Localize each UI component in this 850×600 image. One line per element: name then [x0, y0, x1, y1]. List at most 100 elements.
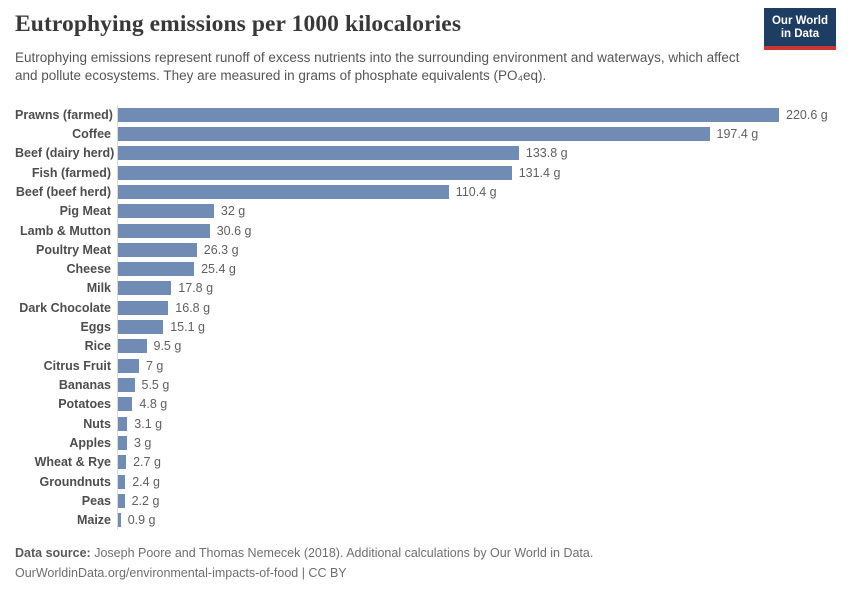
bar-row: Groundnuts 2.4 g — [15, 471, 835, 492]
value-label: 32 g — [220, 204, 246, 219]
chart-title: Eutrophying emissions per 1000 kilocalor… — [15, 11, 462, 37]
bar[interactable] — [118, 455, 127, 470]
value-label: 220.6 g — [786, 107, 828, 122]
bar[interactable] — [118, 126, 710, 141]
value-label: 26.3 g — [203, 242, 239, 257]
bar-row: Pig Meat 32 g — [15, 201, 835, 221]
data-source-label: Data source: — [15, 546, 91, 560]
bar-row: Beef (dairy herd) 133.8 g — [15, 143, 835, 163]
value-label: 17.8 g — [178, 281, 214, 296]
bar-row: Wheat & Rye 2.7 g — [15, 452, 835, 472]
bar[interactable] — [118, 513, 121, 528]
bar[interactable] — [118, 474, 126, 489]
bar-track: 9.5 g — [117, 336, 835, 357]
bar-track: 25.4 g — [117, 259, 835, 279]
bar[interactable] — [118, 223, 210, 238]
bar-chart: Prawns (farmed) 220.6 g Coffee 197.4 g Beef … — [15, 105, 835, 530]
bar[interactable] — [118, 339, 147, 354]
value-label: 0.9 g — [127, 513, 156, 528]
bar-track: 26.3 g — [117, 240, 835, 260]
owid-logo-line1: Our World — [771, 15, 828, 27]
category-label: Dark Chocolate — [19, 300, 111, 315]
owid-logo[interactable]: Our World in Data — [763, 8, 836, 50]
bar-track: 2.2 g — [117, 491, 835, 511]
value-label: 2.4 g — [132, 474, 160, 489]
bar-row: Eggs 15.1 g — [15, 317, 835, 337]
bar-row: Bananas 5.5 g — [15, 375, 835, 395]
license-line: OurWorldinData.org/environmental-impacts… — [15, 566, 347, 580]
category-label: Nuts — [83, 416, 111, 431]
bar-track: 15.1 g — [117, 317, 835, 337]
bar[interactable] — [118, 204, 214, 219]
bar[interactable] — [118, 435, 127, 450]
bar-track: 220.6 g — [117, 105, 835, 125]
bar-row: Nuts 3.1 g — [15, 414, 835, 434]
bar-track: 0.9 g — [117, 510, 835, 530]
bar[interactable] — [118, 378, 135, 393]
bar-track: 2.4 g — [117, 471, 835, 492]
bar[interactable] — [118, 146, 519, 161]
bar[interactable] — [118, 416, 128, 431]
bar-track: 4.8 g — [117, 394, 835, 414]
bar-row: Apples 3 g — [15, 433, 835, 453]
category-label: Beef (beef herd) — [15, 184, 111, 199]
category-label: Coffee — [72, 126, 111, 141]
value-label: 131.4 g — [518, 165, 561, 180]
bar-row: Citrus Fruit 7 g — [15, 356, 835, 376]
bar[interactable] — [118, 262, 195, 277]
value-label: 5.5 g — [141, 378, 170, 393]
bar-row: Coffee 197.4 g — [15, 124, 835, 144]
category-label: Bananas — [58, 378, 111, 393]
chart-footer: Data source: Joseph Poore and Thomas Nem… — [15, 543, 835, 583]
bar-track: 32 g — [117, 201, 835, 221]
category-label: Pig Meat — [59, 204, 111, 219]
bar[interactable] — [118, 165, 512, 180]
value-label: 9.5 g — [153, 339, 182, 354]
bar[interactable] — [118, 397, 133, 412]
bar[interactable] — [118, 242, 197, 257]
value-label: 133.8 g — [525, 146, 568, 161]
bar[interactable] — [118, 300, 169, 315]
bar[interactable] — [118, 281, 172, 296]
category-label: Fish (farmed) — [31, 165, 111, 180]
category-label: Cheese — [66, 262, 111, 277]
bar-row: Cheese 25.4 g — [15, 259, 835, 279]
category-label: Poultry Meat — [35, 242, 111, 257]
bar[interactable] — [118, 493, 125, 508]
value-label: 3 g — [134, 435, 152, 450]
value-label: 110.4 g — [455, 184, 497, 199]
bar-row: Dark Chocolate 16.8 g — [15, 298, 835, 318]
value-label: 25.4 g — [201, 262, 236, 277]
bar[interactable] — [118, 320, 164, 335]
value-label: 2.7 g — [133, 455, 161, 470]
category-label: Groundnuts — [39, 474, 111, 489]
category-label: Milk — [86, 281, 111, 296]
category-label: Apples — [69, 435, 111, 450]
category-label: Rice — [84, 339, 111, 354]
bar-track: 3.1 g — [117, 414, 835, 434]
category-label: Lamb & Mutton — [20, 223, 111, 238]
bar-track: 7 g — [117, 356, 835, 376]
bar[interactable] — [118, 358, 139, 373]
bar-row: Rice 9.5 g — [15, 336, 835, 357]
value-label: 7 g — [146, 358, 164, 373]
category-label: Beef (dairy herd) — [15, 146, 115, 161]
bar[interactable] — [118, 107, 779, 122]
bar[interactable] — [118, 184, 449, 199]
bar-track: 110.4 g — [117, 182, 835, 202]
value-label: 197.4 g — [716, 126, 759, 141]
bar-track: 3 g — [117, 433, 835, 453]
bar-track: 2.7 g — [117, 452, 835, 472]
bar-track: 17.8 g — [117, 278, 835, 299]
bar-row: Milk 17.8 g — [15, 278, 835, 299]
bar-row: Maize 0.9 g — [15, 510, 835, 530]
bar-row: Potatoes 4.8 g — [15, 394, 835, 414]
data-source-text: Joseph Poore and Thomas Nemecek (2018). … — [90, 546, 594, 560]
category-label: Maize — [76, 513, 111, 528]
bar-row: Peas 2.2 g — [15, 491, 835, 511]
bar-row: Lamb & Mutton 30.6 g — [15, 220, 835, 241]
bar-track: 133.8 g — [117, 143, 835, 163]
data-source-line: Data source: Joseph Poore and Thomas Nem… — [15, 543, 835, 563]
category-label: Wheat & Rye — [34, 455, 111, 470]
